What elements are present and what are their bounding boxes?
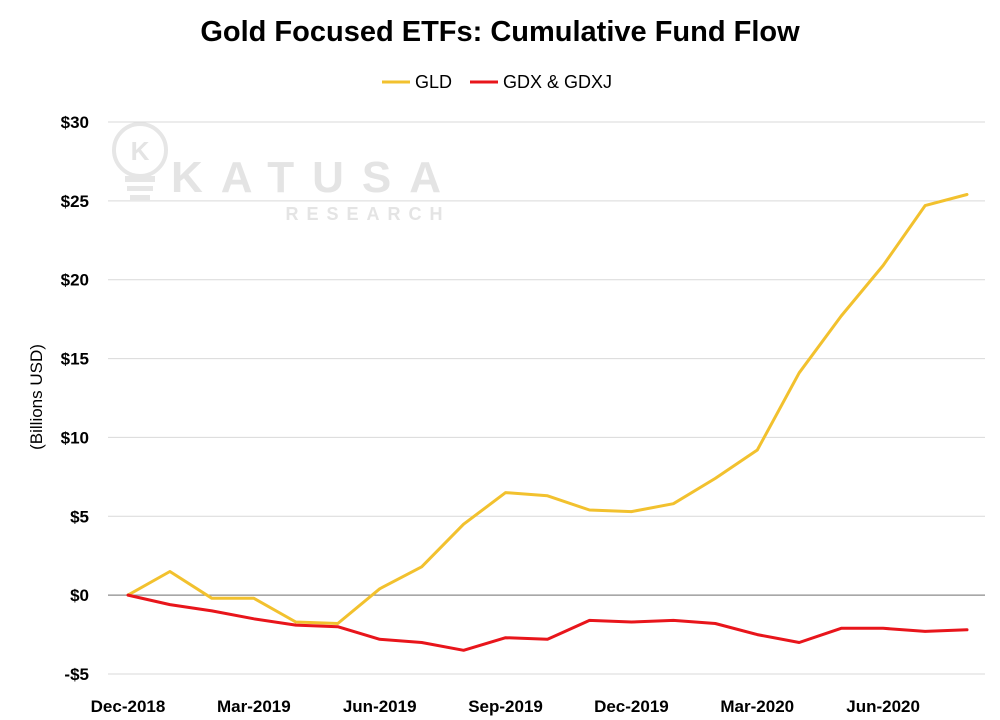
legend-label-gdx-gdxj: GDX & GDXJ [503, 72, 612, 92]
data-point [756, 633, 759, 636]
data-point [881, 627, 885, 630]
data-point [714, 622, 717, 625]
data-point [546, 494, 549, 497]
data-point [672, 502, 675, 505]
series-lines [126, 193, 969, 652]
data-point [168, 603, 172, 606]
data-point [588, 619, 591, 622]
data-point [881, 264, 885, 267]
x-tick-label: Mar-2019 [217, 697, 291, 716]
chart-legend: GLD GDX & GDXJ [382, 72, 612, 92]
data-point [252, 597, 256, 600]
y-axis-label: (Billions USD) [27, 344, 46, 450]
gridlines [108, 121, 985, 675]
y-tick-label: $10 [61, 428, 89, 447]
y-tick-label: $5 [70, 507, 89, 526]
data-point [798, 641, 801, 644]
data-point [210, 609, 214, 613]
y-tick-label: $25 [61, 192, 89, 211]
data-point [294, 623, 297, 627]
x-tick-label: Jun-2019 [343, 697, 417, 716]
y-tick-label: $20 [61, 271, 89, 290]
y-tick-label: -$5 [64, 665, 89, 684]
data-point [923, 630, 927, 633]
y-tick-label: $0 [70, 586, 89, 605]
data-point [462, 522, 465, 526]
data-point [420, 641, 423, 644]
y-tick-label: $30 [61, 113, 89, 132]
data-point [546, 638, 549, 641]
data-point [504, 636, 507, 639]
data-point [839, 314, 843, 318]
data-point [714, 477, 717, 480]
x-tick-label: Dec-2018 [91, 697, 166, 716]
katusa-watermark: K KATUSA RESEARCH [112, 122, 459, 224]
data-point [630, 620, 633, 624]
data-point [210, 597, 214, 600]
data-point [336, 622, 339, 625]
data-point [378, 587, 381, 591]
data-point [252, 617, 256, 620]
chart-title: Gold Focused ETFs: Cumulative Fund Flow [200, 16, 800, 48]
data-point [965, 628, 969, 632]
data-point [839, 627, 843, 630]
x-tick-label: Dec-2019 [594, 697, 669, 716]
data-point [168, 570, 172, 573]
data-point [126, 593, 130, 597]
watermark-brand: KATUSA [171, 153, 459, 202]
x-tick-label: Jun-2020 [846, 697, 920, 716]
x-tick-label: Mar-2020 [720, 697, 794, 716]
data-point [798, 371, 801, 374]
x-tick-label: Sep-2019 [468, 697, 543, 716]
data-point [504, 491, 507, 494]
data-point [420, 565, 423, 568]
data-point [672, 619, 675, 622]
series-line-gdx-gdxj [126, 593, 969, 652]
watermark-logo-letter: K [131, 136, 150, 166]
y-tick-label: $15 [61, 350, 89, 369]
watermark-sub: RESEARCH [285, 204, 450, 224]
data-point [630, 510, 633, 513]
series-line-gld [126, 193, 969, 625]
x-axis-ticks: Dec-2018 Mar-2019 Jun-2019 Sep-2019 Dec-2019… [91, 697, 920, 716]
y-axis-ticks: -$5 $0 $5 $10 $15 $20 $25 $30 [61, 113, 89, 684]
data-point [462, 649, 465, 652]
lightbulb-logo-icon: K [112, 122, 168, 200]
legend-label-gld: GLD [415, 72, 452, 92]
data-point [294, 620, 297, 624]
data-point [756, 448, 759, 452]
data-point [923, 204, 927, 207]
data-point [378, 638, 381, 641]
data-point [965, 193, 969, 196]
data-point [336, 625, 339, 628]
data-point [588, 508, 591, 512]
